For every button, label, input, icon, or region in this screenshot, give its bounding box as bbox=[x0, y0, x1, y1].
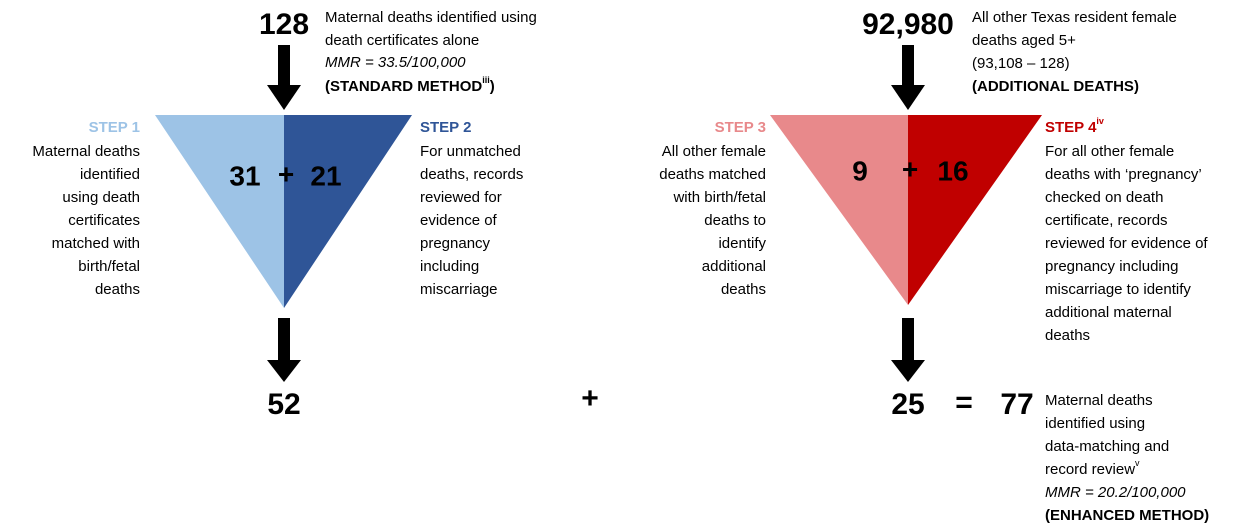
text-line: deaths bbox=[95, 281, 140, 298]
method: (ADDITIONAL DEATHS) bbox=[972, 78, 1139, 95]
equals-sign: = bbox=[955, 386, 973, 419]
text-line: pregnancy including bbox=[1045, 258, 1178, 275]
text-line: deaths bbox=[1045, 327, 1090, 344]
text-line: identify bbox=[718, 235, 766, 252]
step-label: STEP 4iv bbox=[1045, 116, 1104, 136]
text-line: For unmatched bbox=[420, 143, 521, 160]
funnel-right-half bbox=[908, 115, 1042, 305]
footnote-mark: v bbox=[1135, 458, 1140, 468]
step-label-text: STEP 4 bbox=[1045, 119, 1097, 136]
footnote-mark: iii bbox=[482, 75, 490, 85]
text-line: deaths with ‘pregnancy’ bbox=[1045, 166, 1202, 183]
top-number: 92,980 bbox=[862, 8, 954, 41]
text-line: reviewed for bbox=[420, 189, 502, 206]
method: (ENHANCED METHOD) bbox=[1045, 507, 1209, 524]
step-label: STEP 2 bbox=[420, 119, 471, 136]
funnel-left-half bbox=[770, 115, 908, 305]
arrow-head bbox=[267, 360, 301, 382]
text-line: Maternal deaths identified using bbox=[325, 9, 537, 26]
note-line: record reviewv bbox=[1045, 458, 1140, 478]
text-line: using death bbox=[62, 189, 140, 206]
text-line: Maternal deaths bbox=[32, 143, 140, 160]
method-text: (STANDARD METHOD bbox=[325, 78, 482, 95]
funnel-right-half bbox=[284, 115, 412, 308]
result: 52 bbox=[267, 388, 300, 421]
text-line: Maternal deaths bbox=[1045, 392, 1153, 409]
text-line: pregnancy bbox=[420, 235, 491, 252]
result: 25 bbox=[891, 388, 924, 421]
note-line-text: record review bbox=[1045, 461, 1135, 478]
text-line: checked on death bbox=[1045, 189, 1163, 206]
text-line: miscarriage bbox=[420, 281, 498, 298]
top-number: 128 bbox=[259, 8, 309, 41]
text-line: All other female bbox=[662, 143, 766, 160]
text-line: birth/fetal bbox=[78, 258, 140, 275]
text-line: identified bbox=[80, 166, 140, 183]
arrow-head bbox=[891, 85, 925, 110]
arrow-shaft bbox=[902, 318, 914, 362]
funnel-operator: + bbox=[278, 158, 294, 189]
arrow-shaft bbox=[902, 45, 914, 87]
funnel-number: 9 bbox=[852, 155, 868, 186]
total: 77 bbox=[1000, 388, 1033, 421]
text-line: additional bbox=[702, 258, 766, 275]
method: (STANDARD METHODiii) bbox=[325, 75, 495, 95]
text-line: with birth/fetal bbox=[672, 189, 766, 206]
funnel-left-half bbox=[155, 115, 284, 308]
text-line: (93,108 – 128) bbox=[972, 55, 1070, 72]
text-line: miscarriage to identify bbox=[1045, 281, 1191, 298]
text-line: deaths matched bbox=[659, 166, 766, 183]
plus-sign: + bbox=[581, 382, 599, 415]
funnel-number: 31 bbox=[229, 160, 260, 191]
arrow-head bbox=[891, 360, 925, 382]
footnote-mark: iv bbox=[1096, 116, 1104, 126]
text-line: deaths, records bbox=[420, 166, 523, 183]
text-line: deaths aged 5+ bbox=[972, 32, 1076, 49]
text-line: certificates bbox=[68, 212, 140, 229]
funnel-operator: + bbox=[902, 153, 918, 184]
arrow-head bbox=[267, 85, 301, 110]
mmr: MMR = 20.2/100,000 bbox=[1045, 484, 1186, 501]
text-line: reviewed for evidence of bbox=[1045, 235, 1208, 252]
funnel-number: 21 bbox=[310, 160, 341, 191]
text-line: data-matching and bbox=[1045, 438, 1169, 455]
text-line: identified using bbox=[1045, 415, 1145, 432]
text-line: All other Texas resident female bbox=[972, 9, 1177, 26]
text-line: matched with bbox=[52, 235, 140, 252]
arrow-shaft bbox=[278, 318, 290, 362]
text-line: For all other female bbox=[1045, 143, 1174, 160]
text-line: death certificates alone bbox=[325, 32, 479, 49]
text-line: including bbox=[420, 258, 479, 275]
text-line: additional maternal bbox=[1045, 304, 1172, 321]
arrow-shaft bbox=[278, 45, 290, 87]
step-label: STEP 1 bbox=[89, 119, 140, 136]
text-line: evidence of bbox=[420, 212, 498, 229]
mmr: MMR = 33.5/100,000 bbox=[325, 54, 466, 71]
text-line: certificate, records bbox=[1045, 212, 1168, 229]
funnel-number: 16 bbox=[937, 155, 968, 186]
step-label: STEP 3 bbox=[715, 119, 766, 136]
method-end: ) bbox=[490, 78, 495, 95]
text-line: deaths to bbox=[704, 212, 766, 229]
text-line: deaths bbox=[721, 281, 766, 298]
arrows bbox=[267, 45, 925, 382]
